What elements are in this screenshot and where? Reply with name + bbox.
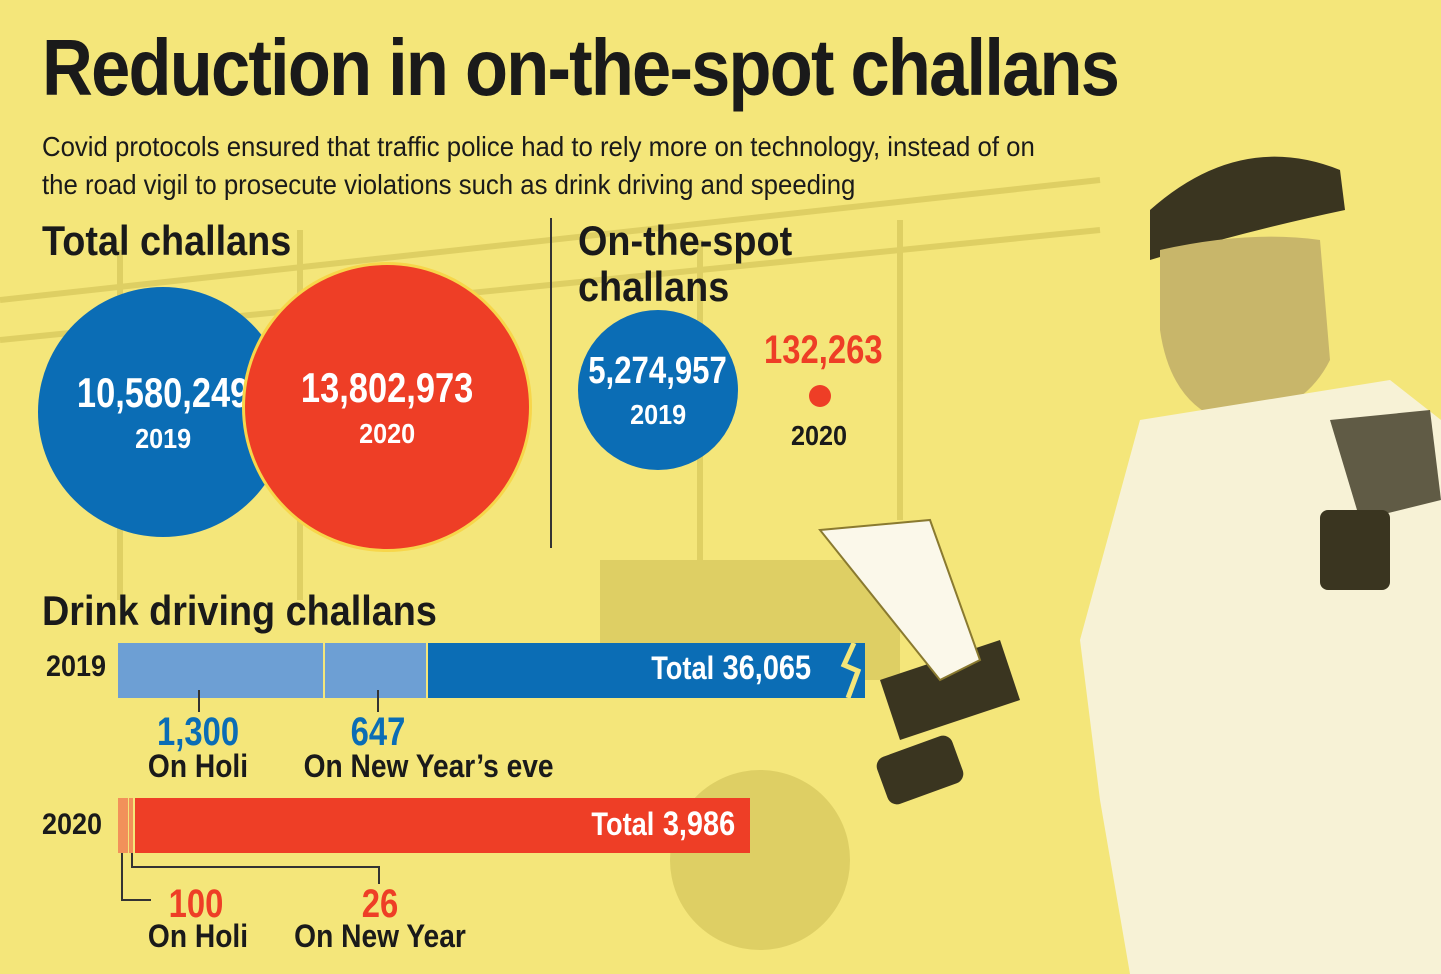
bar-2020-total-word: Total — [591, 806, 655, 842]
bar-2019-total-bar — [428, 643, 865, 698]
spot-2019-bubble: 5,274,957 2019 — [578, 310, 738, 470]
bar-2019-newyear-label: On New Year’s eve — [303, 748, 554, 784]
page-title: Reduction in on-the-spot challans — [42, 23, 1120, 112]
bar-2020-total-value: 3,986 — [662, 805, 735, 843]
bar-2019-total-value: 36,065 — [722, 649, 811, 687]
bar-2020-holi-leader-h — [121, 899, 151, 901]
bar-2019-holi-segment — [118, 643, 323, 698]
bar-2020-holi-leader-v — [121, 853, 123, 901]
axis-break-icon — [840, 643, 862, 698]
bar-2020-newyear-leader-v — [131, 853, 133, 867]
page-subtitle: Covid protocols ensured that traffic pol… — [42, 131, 1035, 200]
spot-2020-bubble — [809, 385, 831, 407]
traffic-officer-illustration — [818, 156, 1441, 974]
spot-2020-value: 132,263 — [764, 328, 883, 372]
total-2020-bubble: 13,802,973 2020 — [242, 262, 532, 552]
total-challans-heading: Total challans — [42, 217, 292, 264]
bar-2019-newyear-tick — [377, 690, 379, 712]
spot-2019-year: 2019 — [629, 398, 687, 430]
bar-2020-newyear-value: 26 — [361, 882, 399, 926]
on-the-spot-heading: On-the-spot challans — [578, 218, 866, 310]
bar-2020-year: 2020 — [42, 808, 103, 841]
bar-2019-total-word: Total — [651, 650, 715, 686]
bar-2019-year: 2019 — [46, 650, 107, 683]
bar-2020-holi-label: On Holi — [147, 918, 249, 954]
bar-2019-newyear-segment — [325, 643, 426, 698]
bar-2019-newyear-value: 647 — [350, 710, 406, 754]
on-the-spot-heading-text: On-the-spot challans — [578, 217, 793, 310]
bar-2019-holi-tick — [198, 690, 200, 712]
total-2020-year: 2020 — [358, 418, 416, 449]
bar-2020-newyear-leader-h — [131, 866, 379, 868]
total-2020-value: 13,802,973 — [300, 364, 474, 411]
drink-driving-heading: Drink driving challans — [42, 587, 437, 634]
bar-2020-total-bar — [135, 798, 750, 853]
bar-2020-newyear-leader-drop — [378, 866, 380, 884]
spot-2020-year: 2020 — [791, 420, 848, 451]
spot-2019-value: 5,274,957 — [588, 349, 728, 392]
total-2019-bubble: 10,580,249 2019 — [38, 287, 288, 537]
bar-2020-holi-value: 100 — [168, 882, 224, 926]
bar-2020-newyear-segment — [129, 798, 133, 853]
bar-2019-holi-value: 1,300 — [157, 710, 240, 754]
bar-2020-total-label: Total 3,986 — [591, 805, 735, 844]
bar-2020-holi-segment — [118, 798, 128, 853]
total-2019-year: 2019 — [134, 423, 192, 454]
bar-2020-newyear-label: On New Year — [294, 918, 466, 954]
total-2019-value: 10,580,249 — [76, 369, 250, 416]
bar-2019-holi-label: On Holi — [147, 748, 249, 784]
bar-2019-total-label: Total 36,065 — [651, 649, 811, 688]
section-divider — [550, 218, 552, 548]
